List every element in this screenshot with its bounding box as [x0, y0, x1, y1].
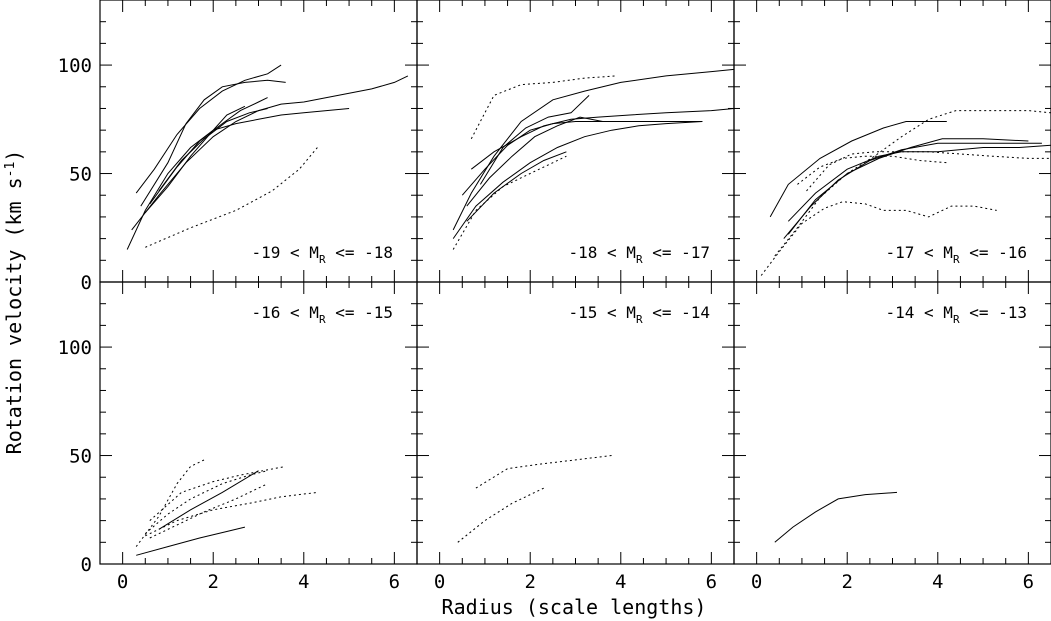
y-tick-label: 100	[58, 55, 92, 77]
rotation-curve-solid	[140, 79, 286, 207]
y-tick-label: 0	[81, 272, 92, 294]
rotation-curve-solid	[461, 121, 703, 196]
panel-magnitude-label: -14 < MR <= -13	[886, 303, 1028, 326]
rotation-curve-solid	[479, 95, 590, 185]
rotation-curve-solid	[158, 108, 268, 192]
rotation-curve-dotted	[149, 465, 286, 521]
panel-magnitude-label: -17 < MR <= -16	[886, 243, 1028, 266]
panel-label-subscript: R	[319, 313, 326, 326]
y-axis-label-sup: -1	[3, 162, 18, 178]
x-tick-label: 0	[117, 571, 128, 593]
rotation-curve-dotted	[149, 483, 268, 539]
rotation-curve-solid	[470, 108, 735, 170]
rotation-curve-solid	[452, 68, 735, 231]
rotation-curve-dotted	[145, 491, 318, 537]
panel-2: -18 < MR <= -17	[416, 0, 735, 283]
panel-magnitude-label: -19 < MR <= -18	[252, 243, 394, 266]
panel-frame	[99, 281, 418, 565]
panel-label-left: -18 < M	[569, 243, 636, 262]
x-tick-label: 4	[615, 571, 626, 593]
panel-magnitude-label: -16 < MR <= -15	[252, 303, 394, 326]
panel-label-right: <= -13	[960, 303, 1027, 322]
panel-frame	[416, 0, 735, 283]
rotation-curve-solid	[787, 138, 1029, 235]
panel-frame	[99, 0, 418, 283]
panel-magnitude-label: -15 < MR <= -14	[569, 303, 711, 326]
rotation-curve-solid	[131, 75, 409, 231]
panel-1: 0 50 100 -19 < MR <= -18	[58, 0, 418, 294]
panel-label-right: <= -15	[326, 303, 393, 322]
y-tick-label: 50	[69, 164, 92, 186]
rotation-curve-dotted	[806, 151, 1051, 192]
rotation-curve-solid	[126, 108, 350, 250]
rotation-curve-dotted	[470, 75, 617, 140]
panel-4: 0 50 100 0 2 4 6 -16 < MR <= -15	[58, 281, 418, 593]
panel-label-subscript: R	[953, 253, 960, 266]
x-axis-label: Radius (scale lengths)	[442, 595, 707, 619]
rotation-curve-solid	[774, 491, 898, 543]
rotation-curve-dotted	[457, 487, 545, 543]
y-tick-label: 100	[58, 337, 92, 359]
rotation-curve-solid	[144, 105, 246, 213]
rotation-curve-solid	[158, 470, 259, 530]
x-tick-label: 4	[932, 571, 943, 593]
panel-label-subscript: R	[319, 253, 326, 266]
panel-label-right: <= -17	[643, 243, 710, 262]
panel-label-left: -14 < M	[886, 303, 953, 322]
y-axis-label-main: Rotation velocity (km s	[2, 177, 26, 454]
rotation-curve-solid	[783, 142, 1042, 239]
x-tick-label: 6	[389, 571, 400, 593]
y-tick-label: 0	[81, 554, 92, 576]
panel-label-subscript: R	[636, 253, 643, 266]
panel-label-left: -15 < M	[569, 303, 636, 322]
panel-label-subscript: R	[953, 313, 960, 326]
panel-label-left: -16 < M	[252, 303, 319, 322]
panel-6: 0 2 4 6 -14 < MR <= -13	[733, 281, 1051, 593]
rotation-curve-solid	[452, 121, 703, 239]
rotation-curve-solid	[787, 144, 1051, 222]
x-tick-label: 2	[524, 571, 535, 593]
panel-label-subscript: R	[636, 313, 643, 326]
rotation-curve-solid	[769, 121, 947, 218]
x-tick-label: 0	[751, 571, 762, 593]
x-tick-label: 0	[434, 571, 445, 593]
panel-frame	[416, 281, 735, 565]
x-tick-label: 4	[298, 571, 309, 593]
x-tick-label: 2	[841, 571, 852, 593]
panel-label-right: <= -16	[960, 243, 1027, 262]
y-axis-label-tail: )	[2, 150, 26, 162]
rotation-curve-dotted	[760, 201, 997, 276]
rotation-curve-solid	[466, 151, 567, 222]
rotation-curve-dotted	[774, 110, 1051, 257]
rotation-curve-dotted	[452, 155, 567, 250]
rotation-curve-dotted	[797, 155, 947, 185]
rotation-curve-solid	[136, 526, 246, 556]
rotation-curve-dotted	[144, 470, 268, 534]
rotation-curve-dotted	[145, 147, 318, 248]
rotation-curve-dotted	[475, 455, 612, 489]
y-tick-label: 50	[69, 446, 92, 468]
panel-5: 0 2 4 6 -15 < MR <= -14	[416, 281, 735, 593]
rotation-curve-solid	[149, 97, 268, 205]
x-tick-label: 2	[207, 571, 218, 593]
panel-label-left: -17 < M	[886, 243, 953, 262]
x-tick-label: 6	[706, 571, 717, 593]
rotation-curve-solid	[135, 64, 282, 194]
panel-label-left: -19 < M	[252, 243, 319, 262]
panel-frame	[733, 281, 1051, 565]
panel-frame	[733, 0, 1051, 283]
panel-label-right: <= -14	[643, 303, 710, 322]
rotation-curve-solid	[466, 116, 703, 207]
panel-label-right: <= -18	[326, 243, 393, 262]
rotation-curve-dotted	[135, 459, 205, 547]
y-axis-label: Rotation velocity (km s-1)	[2, 150, 26, 455]
x-tick-label: 6	[1023, 571, 1034, 593]
panel-magnitude-label: -18 < MR <= -17	[569, 243, 711, 266]
panel-3: -17 < MR <= -16	[733, 0, 1051, 283]
